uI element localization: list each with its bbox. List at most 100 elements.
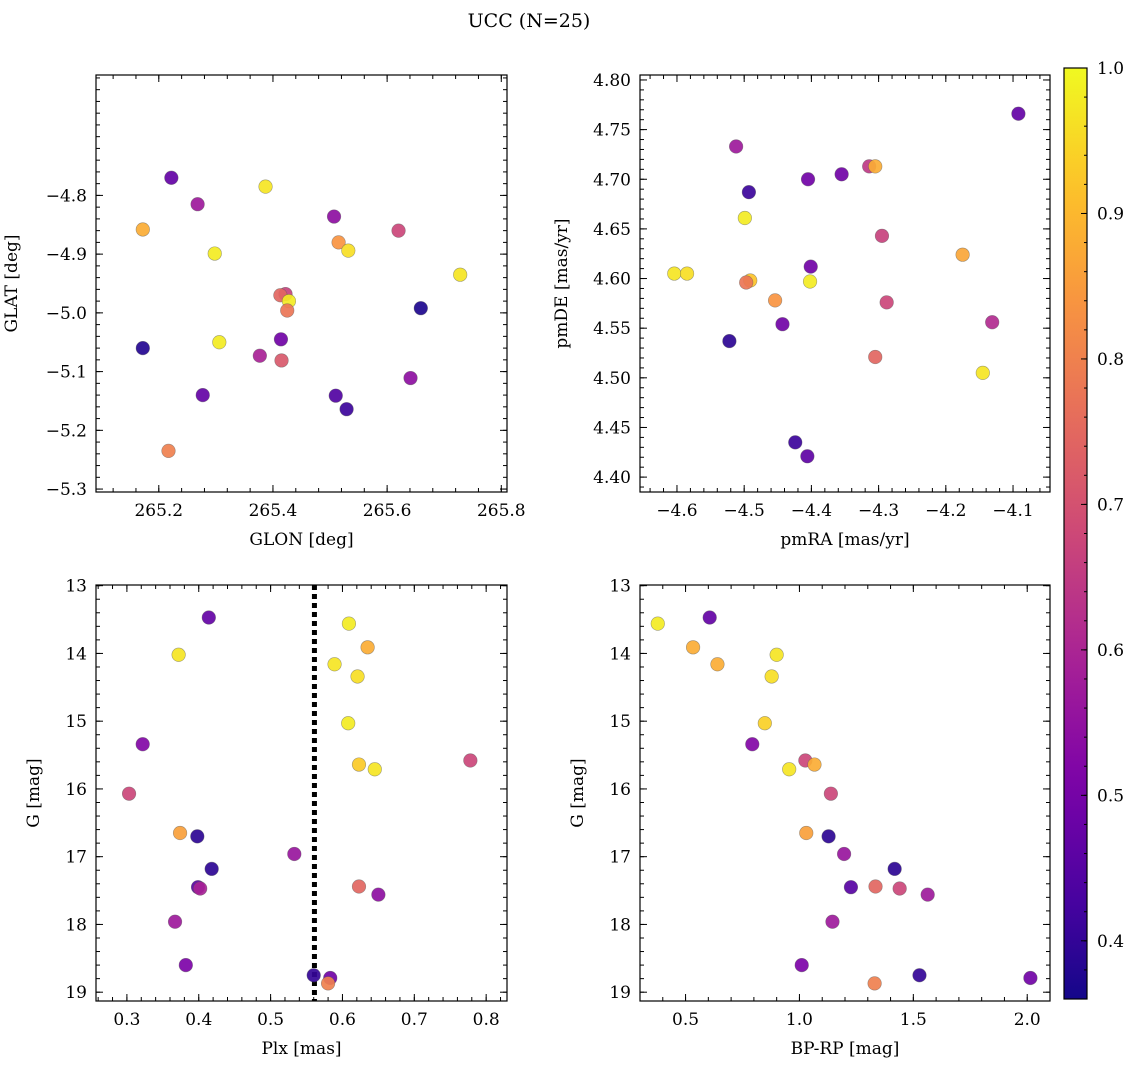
scatter-point	[350, 669, 365, 684]
scatter-point	[351, 879, 367, 894]
scatter-point	[172, 825, 188, 841]
scatter-point	[741, 185, 756, 200]
colorbar-tick-label: 0.8	[1097, 350, 1124, 370]
axes-frame	[95, 74, 508, 493]
y-tick-label: −5.2	[46, 421, 87, 441]
scatter-point	[985, 315, 1000, 330]
scatter-point	[867, 976, 882, 991]
y-tick-label: −4.8	[46, 186, 87, 206]
scatter-point	[912, 968, 927, 983]
scatter-point	[367, 762, 382, 777]
axes-frame	[639, 74, 1051, 493]
scatter-point	[178, 957, 193, 973]
colorbar-tick-label: 0.6	[1097, 641, 1124, 661]
y-tick-label: 4.50	[593, 369, 631, 389]
x-tick-label: −4.4	[791, 501, 832, 521]
x-tick-label: 0.3	[113, 1010, 140, 1030]
scatter-point	[164, 170, 179, 185]
y-tick-label: 4.70	[593, 170, 631, 190]
scatter-point	[843, 880, 859, 895]
y-tick-label: 16	[609, 780, 631, 800]
y-tick-label: 19	[609, 983, 631, 1003]
scatter-point	[782, 762, 797, 777]
scatter-point	[879, 295, 894, 310]
scatter-point	[331, 235, 346, 250]
scatter-point	[339, 402, 354, 417]
y-tick-label: 17	[65, 848, 87, 868]
scatter-point	[453, 267, 468, 282]
scatter-point	[360, 640, 375, 655]
x-tick-label: 0.8	[473, 1010, 500, 1030]
scatter-point	[121, 786, 137, 801]
y-tick-label: 18	[65, 915, 87, 935]
scatter-point	[794, 957, 809, 973]
x-tick-label: −4.1	[992, 501, 1033, 521]
scatter-point	[341, 243, 356, 258]
colorbar-gradient	[1064, 68, 1087, 999]
scatter-point	[212, 335, 227, 350]
y-tick-label: 14	[609, 644, 631, 664]
scatter-point	[391, 223, 406, 238]
scatter-point	[327, 657, 342, 672]
x-tick-label: 1.5	[900, 1010, 927, 1030]
x-tick-label: 0.5	[672, 1010, 699, 1030]
scatter-point	[193, 881, 208, 896]
scatter-point	[161, 443, 176, 458]
scatter-point	[802, 274, 818, 289]
scatter-point	[825, 914, 840, 929]
scatter-point	[764, 669, 779, 684]
x-tick-label: −4.3	[858, 501, 899, 521]
scatter-point	[775, 317, 790, 332]
y-tick-label: 13	[609, 577, 631, 597]
scatter-point	[351, 757, 367, 772]
scatter-point	[650, 616, 665, 631]
scatter-point	[975, 365, 990, 380]
scatter-panels: 265.2 265.4 265.6 265.8 −4.8 −4.9 −5.0 −5.1 −5.2…	[2, 71, 1051, 1059]
x-tick-label: −4.5	[724, 501, 765, 521]
scatter-point	[280, 303, 295, 318]
scatter-point	[800, 449, 815, 464]
x-axis-label: BP-RP [mag]	[791, 1039, 900, 1059]
scatter-point	[836, 846, 852, 862]
colorbar: 0.4 0.5 0.6 0.7 0.8 0.9 1.0	[1063, 59, 1124, 1000]
scatter-point	[955, 247, 970, 262]
scatter-point	[171, 647, 186, 662]
scatter-point	[274, 353, 289, 368]
scatter-point	[328, 388, 343, 403]
scatter-point	[685, 640, 701, 655]
scatter-point	[252, 348, 267, 363]
scatter-point	[799, 825, 814, 841]
scatter-point	[190, 197, 205, 212]
x-tick-label: 265.4	[249, 501, 298, 521]
colorbar-tick-label: 0.4	[1097, 932, 1124, 952]
scatter-point	[702, 610, 717, 625]
scatter-point	[195, 387, 210, 403]
scatter-point	[874, 228, 890, 243]
scatter-point	[413, 301, 428, 316]
figure-title: UCC (N=25)	[468, 10, 591, 32]
scatter-point	[667, 266, 682, 281]
scatter-point	[201, 610, 216, 625]
y-axis-label: G [mag]	[24, 758, 44, 827]
x-tick-label: 0.4	[185, 1010, 212, 1030]
x-tick-label: 0.6	[329, 1010, 356, 1030]
x-axis-label: GLON [deg]	[249, 530, 353, 550]
y-axis-label: G [mag]	[568, 758, 588, 827]
scatter-point	[1011, 106, 1026, 121]
scatter-point	[788, 435, 803, 450]
y-tick-label: 15	[609, 712, 631, 732]
y-tick-label: 4.80	[593, 71, 631, 91]
y-tick-label: 4.45	[593, 418, 631, 438]
y-tick-label: 4.60	[593, 270, 631, 290]
scatter-point	[920, 887, 935, 902]
y-tick-label: −4.9	[46, 245, 87, 265]
scatter-point	[258, 179, 273, 194]
scatter-point	[834, 167, 849, 182]
scatter-point	[739, 275, 754, 290]
scatter-point	[463, 753, 478, 768]
x-tick-label: 265.2	[134, 501, 183, 521]
scatter-point	[767, 293, 783, 308]
x-tick-label: 265.6	[363, 501, 412, 521]
x-tick-label: 2.0	[1014, 1010, 1041, 1030]
